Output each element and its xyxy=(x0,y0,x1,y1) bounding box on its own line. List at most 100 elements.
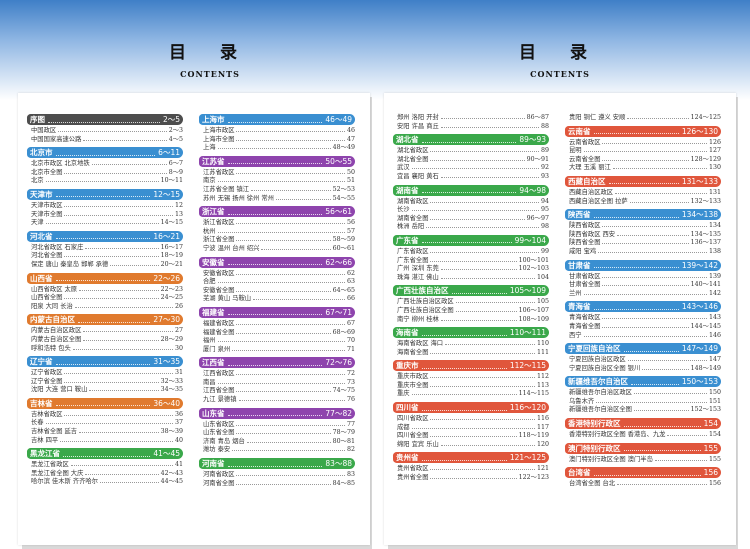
section-header[interactable]: 江苏省 50～55 xyxy=(199,155,355,167)
toc-entry[interactable]: 新疆维吾尔自治区政区 150 xyxy=(565,389,721,398)
toc-entry[interactable]: 湖北省全图 90～91 xyxy=(393,156,549,165)
toc-entry[interactable]: 咸阳 宝鸡 138 xyxy=(565,248,721,257)
section-header[interactable]: 甘肃省 139～142 xyxy=(565,259,721,271)
toc-entry[interactable]: 甘肃省全图 140～141 xyxy=(565,281,721,290)
section-header[interactable]: 湖南省 94～98 xyxy=(393,184,549,196)
toc-entry[interactable]: 沈阳 大连 营口 鞍山 34～35 xyxy=(27,386,183,395)
toc-entry[interactable]: 阳泉 大同 长治 26 xyxy=(27,303,183,312)
toc-entry[interactable]: 北京市全图 8～9 xyxy=(27,169,183,178)
toc-entry[interactable]: 吉林 四平 40 xyxy=(27,437,183,446)
toc-entry[interactable]: 昆明 127 xyxy=(565,147,721,156)
toc-entry[interactable]: 海南省全图 111 xyxy=(393,349,549,358)
toc-entry[interactable]: 芜湖 黄山 马鞍山 66 xyxy=(199,295,355,304)
toc-entry[interactable]: 四川省全图 118～119 xyxy=(393,432,549,441)
toc-entry[interactable]: 大理 玉溪 丽江 130 xyxy=(565,164,721,173)
toc-entry[interactable]: 合肥 63 xyxy=(199,278,355,287)
toc-entry[interactable]: 济南 青岛 烟台 80～81 xyxy=(199,438,355,447)
section-header[interactable]: 吉林省 36～40 xyxy=(27,397,183,409)
section-header[interactable]: 山西省 22～26 xyxy=(27,272,183,284)
toc-entry[interactable]: 广东省全图 100～101 xyxy=(393,257,549,266)
toc-entry[interactable]: 福建省全图 68～69 xyxy=(199,329,355,338)
section-header[interactable]: 天津市 12～15 xyxy=(27,188,183,200)
toc-entry[interactable]: 湖南省全图 96～97 xyxy=(393,215,549,224)
toc-entry[interactable]: 河北省全图 18～19 xyxy=(27,252,183,261)
toc-entry[interactable]: 安阳 许昌 商丘 88 xyxy=(393,123,549,132)
section-header[interactable]: 四川省 116～120 xyxy=(393,402,549,414)
toc-entry[interactable]: 贵阳 铜仁 遵义 安顺 124～125 xyxy=(565,114,721,123)
toc-entry[interactable]: 广州 深圳 东莞 102～103 xyxy=(393,265,549,274)
toc-entry[interactable]: 西宁 146 xyxy=(565,332,721,341)
toc-entry[interactable]: 吉林省政区 36 xyxy=(27,411,183,420)
toc-entry[interactable]: 河南省政区 83 xyxy=(199,471,355,480)
toc-entry[interactable]: 黑龙江省政区 41 xyxy=(27,461,183,470)
section-header[interactable]: 陕西省 134～138 xyxy=(565,209,721,221)
toc-entry[interactable]: 重庆 114～115 xyxy=(393,390,549,399)
section-header[interactable]: 内蒙古自治区 27～30 xyxy=(27,314,183,326)
toc-entry[interactable]: 贵州省政区 121 xyxy=(393,465,549,474)
toc-entry[interactable]: 宜昌 襄阳 黄石 93 xyxy=(393,173,549,182)
toc-entry[interactable]: 广西壮族自治区全图 106～107 xyxy=(393,307,549,316)
section-header[interactable]: 山东省 77～82 xyxy=(199,407,355,419)
toc-entry[interactable]: 广西壮族自治区政区 105 xyxy=(393,298,549,307)
toc-entry[interactable]: 杭州 57 xyxy=(199,228,355,237)
toc-entry[interactable]: 西藏自治区政区 131 xyxy=(565,189,721,198)
section-header[interactable]: 广西壮族自治区 105～109 xyxy=(393,285,549,297)
section-header[interactable]: 上海市 46～49 xyxy=(199,114,355,125)
toc-entry[interactable]: 山西省政区 太原 22～23 xyxy=(27,286,183,295)
toc-entry[interactable]: 山东省政区 77 xyxy=(199,421,355,430)
toc-entry[interactable]: 呼和浩特 包头 30 xyxy=(27,345,183,354)
toc-entry[interactable]: 内蒙古自治区政区 27 xyxy=(27,327,183,336)
section-header[interactable]: 香港特别行政区 154 xyxy=(565,418,721,430)
section-header[interactable]: 辽宁省 31～35 xyxy=(27,356,183,368)
toc-entry[interactable]: 西藏自治区全图 拉萨 132～133 xyxy=(565,198,721,207)
section-header[interactable]: 安徽省 62～66 xyxy=(199,256,355,268)
toc-entry[interactable]: 天津 14～15 xyxy=(27,219,183,228)
toc-entry[interactable]: 成都 117 xyxy=(393,424,549,433)
section-header[interactable]: 台湾省 156 xyxy=(565,467,721,479)
toc-entry[interactable]: 九江 景德镇 76 xyxy=(199,396,355,405)
section-header[interactable]: 宁夏回族自治区 147～149 xyxy=(565,343,721,355)
toc-entry[interactable]: 保定 唐山 秦皇岛 邯郸 承德 20～21 xyxy=(27,261,183,270)
toc-entry[interactable]: 贵州省全图 122～123 xyxy=(393,474,549,483)
toc-entry[interactable]: 广东省政区 99 xyxy=(393,248,549,257)
toc-entry[interactable]: 海南省政区 海口 110 xyxy=(393,340,549,349)
toc-entry[interactable]: 陕西省全图 136～137 xyxy=(565,239,721,248)
section-header[interactable]: 贵州省 121～125 xyxy=(393,452,549,464)
toc-entry[interactable]: 河南省全图 84～85 xyxy=(199,480,355,489)
toc-entry[interactable]: 安徽省政区 62 xyxy=(199,270,355,279)
toc-entry[interactable]: 台湾省全图 台北 156 xyxy=(565,480,721,489)
toc-entry[interactable]: 吉林省全图 延吉 38～39 xyxy=(27,428,183,437)
section-header[interactable]: 福建省 67～71 xyxy=(199,306,355,318)
toc-entry[interactable]: 辽宁省全图 32～33 xyxy=(27,378,183,387)
section-header[interactable]: 海南省 110～111 xyxy=(393,327,549,339)
toc-entry[interactable]: 甘肃省政区 139 xyxy=(565,273,721,282)
toc-entry[interactable]: 浙江省全图 58～59 xyxy=(199,236,355,245)
section-header[interactable]: 浙江省 56～61 xyxy=(199,206,355,218)
section-header[interactable]: 江西省 72～76 xyxy=(199,357,355,369)
section-header[interactable]: 北京市 6～11 xyxy=(27,147,183,159)
toc-entry[interactable]: 长沙 95 xyxy=(393,206,549,215)
toc-entry[interactable]: 上海市全图 47 xyxy=(199,136,355,145)
toc-entry[interactable]: 珠海 湛江 佛山 104 xyxy=(393,274,549,283)
toc-entry[interactable]: 厦门 泉州 71 xyxy=(199,346,355,355)
toc-entry[interactable]: 江西省全图 74～75 xyxy=(199,387,355,396)
section-header[interactable]: 西藏自治区 131～133 xyxy=(565,175,721,187)
toc-entry[interactable]: 江苏省全图 镇江 52～53 xyxy=(199,186,355,195)
toc-entry[interactable]: 江苏省政区 50 xyxy=(199,169,355,178)
section-header[interactable]: 河南省 83～88 xyxy=(199,458,355,470)
section-header[interactable]: 湖北省 89～93 xyxy=(393,134,549,146)
toc-entry[interactable]: 山西省全图 24～25 xyxy=(27,294,183,303)
toc-entry[interactable]: 辽宁省政区 31 xyxy=(27,369,183,378)
toc-entry[interactable]: 潍坊 泰安 82 xyxy=(199,446,355,455)
section-header[interactable]: 青海省 143～146 xyxy=(565,301,721,313)
toc-entry[interactable]: 河北省政区 石家庄 16～17 xyxy=(27,244,183,253)
toc-entry[interactable]: 天津市全图 13 xyxy=(27,211,183,220)
section-header[interactable]: 澳门特别行政区 155 xyxy=(565,442,721,454)
toc-entry[interactable]: 福州 70 xyxy=(199,337,355,346)
toc-entry[interactable]: 青海省政区 143 xyxy=(565,314,721,323)
toc-entry[interactable]: 新疆维吾尔自治区全图 152～153 xyxy=(565,406,721,415)
section-header[interactable]: 新疆维吾尔自治区 150～153 xyxy=(565,376,721,388)
toc-entry[interactable]: 长春 37 xyxy=(27,419,183,428)
toc-entry[interactable]: 澳门特别行政区全图 澳门半岛 155 xyxy=(565,456,721,465)
toc-entry[interactable]: 宁夏回族自治区全图 银川 148～149 xyxy=(565,365,721,374)
